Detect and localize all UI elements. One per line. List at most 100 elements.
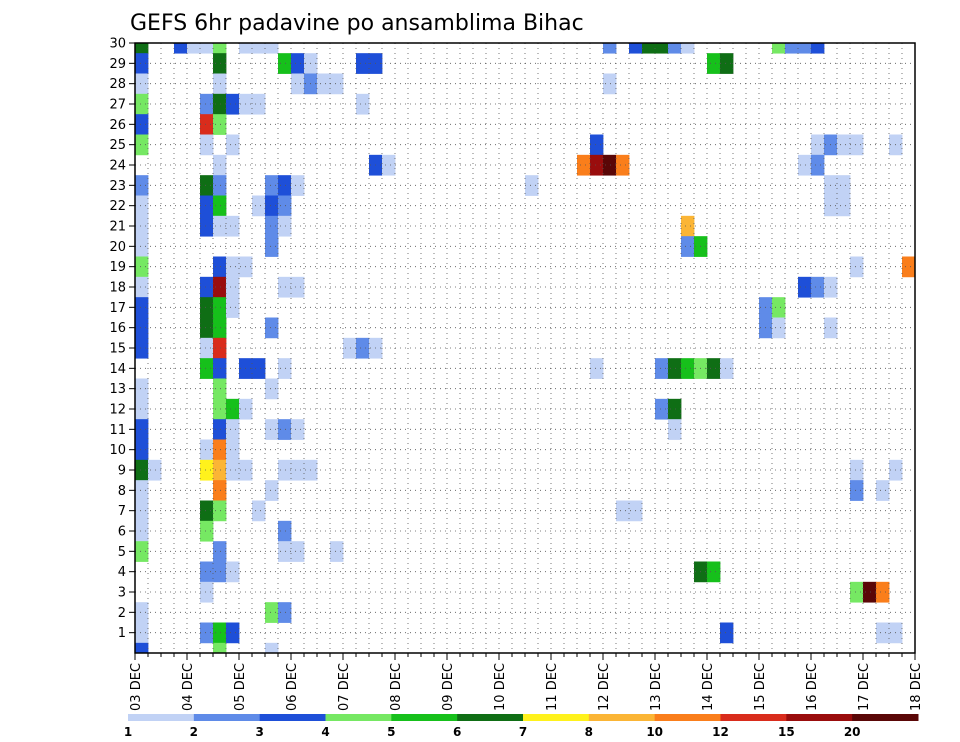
heat-cell [135,541,149,562]
x-tick-label: 03 DEC [129,663,144,711]
heat-cell [135,378,149,400]
heat-cell [850,480,864,501]
heat-cell [837,175,851,196]
heat-cell [317,73,331,95]
heat-cell [226,215,240,237]
heat-cell [200,520,214,542]
y-tick-label: 24 [109,159,126,174]
heat-cell [681,358,695,379]
heat-cell [265,236,279,257]
heat-cell [226,297,240,318]
heat-cell [330,73,344,95]
heat-cell [876,622,890,644]
y-tick-label: 23 [109,179,126,194]
heat-cell [681,43,695,54]
colorbar-label: 2 [190,725,198,739]
y-tick-label: 25 [109,138,126,153]
heat-cell [850,459,864,481]
heat-cell [135,175,149,196]
heat-cell [226,622,240,644]
heat-cell [200,358,214,379]
heat-cell [226,256,240,278]
x-tick-label: 10 DEC [493,663,508,711]
heat-cell [135,642,149,653]
heat-cell [135,215,149,237]
heat-cell [681,236,695,257]
heat-cell [603,73,617,95]
heat-cell [343,337,357,359]
y-tick-label: 13 [109,382,126,397]
heat-cell [213,154,227,176]
heat-cell [213,276,227,298]
y-tick-label: 15 [109,342,126,357]
heat-cell [603,154,617,176]
heat-cell [265,480,279,501]
x-tick-label: 12 DEC [597,663,612,711]
heat-cell [200,93,214,115]
heat-cell [291,419,305,440]
heat-cell [200,337,214,359]
data-cells [135,43,915,653]
heat-cell [811,276,825,298]
y-axis: 1234567891011121314151617181920212223242… [109,37,135,641]
heat-cell [213,43,227,54]
heat-cell [135,73,149,95]
y-tick-label: 7 [118,504,126,519]
heat-cell [213,398,227,420]
y-tick-label: 8 [118,484,126,499]
colorbar-label: 5 [387,725,395,739]
colorbar-swatch [193,714,261,721]
heat-cell [278,215,292,237]
heat-cell [668,419,682,440]
heat-cell [213,419,227,440]
colorbar-label: 10 [646,725,663,739]
heat-cell [226,419,240,440]
heat-cell [200,561,214,583]
heat-cell [772,317,786,339]
heat-cell [707,358,721,379]
y-tick-label: 2 [118,606,126,621]
heat-cell [876,480,890,501]
heat-cell [213,53,227,74]
heat-cell [642,43,656,54]
heat-cell [850,134,864,156]
y-tick-label: 11 [109,423,126,438]
heat-cell [135,337,149,359]
heat-cell [135,114,149,135]
heat-cell [278,276,292,298]
y-tick-label: 6 [118,525,126,540]
y-tick-label: 18 [109,281,126,296]
x-tick-label: 17 DEC [857,663,872,711]
heat-cell [213,561,227,583]
heat-cell [720,622,734,644]
heat-cell [200,297,214,318]
colorbar-label: 1 [124,725,132,739]
heat-cell [135,398,149,420]
heat-cell [590,134,604,156]
y-tick-label: 22 [109,199,126,214]
colorbar-swatch [457,714,524,721]
x-tick-label: 15 DEC [753,663,768,711]
colorbar-swatch [325,714,392,721]
heat-cell [187,43,201,54]
heat-cell [525,175,539,196]
heat-cell [772,43,786,54]
heat-cell [291,73,305,95]
heat-cell [668,398,682,420]
colorbar-swatch [654,714,721,721]
heat-cell [785,43,799,54]
y-tick-label: 12 [109,403,126,418]
heat-cell [135,317,149,339]
y-tick-label: 1 [118,626,126,641]
heat-cell [213,439,227,461]
colorbar-swatch [391,714,458,721]
x-tick-label: 05 DEC [233,663,248,711]
y-tick-label: 17 [109,301,126,316]
chart-title: GEFS 6hr padavine po ansamblima Bihac [130,11,584,36]
heat-cell [850,581,864,603]
heat-cell [252,43,266,54]
colorbar-label: 3 [255,725,263,739]
heat-cell [798,43,812,54]
heat-cell [811,43,825,54]
heat-cell [265,419,279,440]
